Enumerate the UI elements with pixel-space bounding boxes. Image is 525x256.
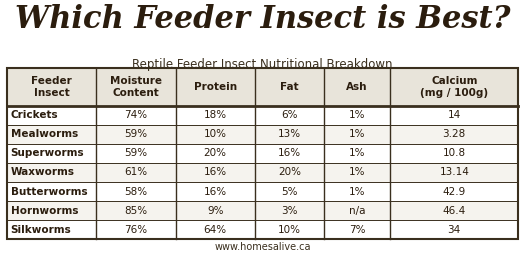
Text: 20%: 20% bbox=[278, 167, 301, 177]
Text: 3%: 3% bbox=[281, 206, 298, 216]
Text: 1%: 1% bbox=[349, 187, 365, 197]
Text: 9%: 9% bbox=[207, 206, 224, 216]
Bar bbox=[7, 220, 518, 239]
Text: Superworms: Superworms bbox=[10, 148, 84, 158]
Text: 18%: 18% bbox=[204, 110, 227, 120]
Text: 76%: 76% bbox=[124, 225, 148, 235]
Text: 34: 34 bbox=[448, 225, 461, 235]
Text: Reptile Feeder Insect Nutritional Breakdown: Reptile Feeder Insect Nutritional Breakd… bbox=[132, 58, 393, 71]
Text: n/a: n/a bbox=[349, 206, 365, 216]
Text: 16%: 16% bbox=[204, 167, 227, 177]
Text: 1%: 1% bbox=[349, 110, 365, 120]
Bar bbox=[7, 182, 518, 201]
Bar bbox=[7, 68, 518, 239]
Text: Which Feeder Insect is Best?: Which Feeder Insect is Best? bbox=[15, 4, 510, 35]
Text: 16%: 16% bbox=[278, 148, 301, 158]
Text: 10%: 10% bbox=[204, 129, 227, 139]
Text: Butterworms: Butterworms bbox=[10, 187, 87, 197]
Text: 10%: 10% bbox=[278, 225, 301, 235]
Text: 1%: 1% bbox=[349, 167, 365, 177]
Text: Hornworms: Hornworms bbox=[10, 206, 78, 216]
Text: Mealworms: Mealworms bbox=[10, 129, 78, 139]
Text: Silkworms: Silkworms bbox=[10, 225, 71, 235]
Bar bbox=[7, 144, 518, 163]
Text: 13.14: 13.14 bbox=[439, 167, 469, 177]
Text: 7%: 7% bbox=[349, 225, 365, 235]
Bar bbox=[7, 163, 518, 182]
Text: 59%: 59% bbox=[124, 129, 148, 139]
Text: 61%: 61% bbox=[124, 167, 148, 177]
Text: Feeder
Insect: Feeder Insect bbox=[31, 76, 72, 98]
Text: 85%: 85% bbox=[124, 206, 148, 216]
Text: 1%: 1% bbox=[349, 148, 365, 158]
Text: Crickets: Crickets bbox=[10, 110, 58, 120]
Text: 1%: 1% bbox=[349, 129, 365, 139]
Bar bbox=[7, 125, 518, 144]
Text: Moisture
Content: Moisture Content bbox=[110, 76, 162, 98]
Text: Protein: Protein bbox=[194, 82, 237, 92]
Bar bbox=[7, 105, 518, 125]
Text: 46.4: 46.4 bbox=[443, 206, 466, 216]
Text: www.homesalive.ca: www.homesalive.ca bbox=[214, 242, 311, 252]
Text: 42.9: 42.9 bbox=[443, 187, 466, 197]
Text: Fat: Fat bbox=[280, 82, 299, 92]
Bar bbox=[7, 201, 518, 220]
Text: 13%: 13% bbox=[278, 129, 301, 139]
Text: 10.8: 10.8 bbox=[443, 148, 466, 158]
Text: 6%: 6% bbox=[281, 110, 298, 120]
Text: 16%: 16% bbox=[204, 187, 227, 197]
Text: 14: 14 bbox=[448, 110, 461, 120]
Text: 64%: 64% bbox=[204, 225, 227, 235]
Text: 58%: 58% bbox=[124, 187, 148, 197]
Text: 20%: 20% bbox=[204, 148, 227, 158]
Text: 74%: 74% bbox=[124, 110, 148, 120]
Text: Calcium
(mg / 100g): Calcium (mg / 100g) bbox=[420, 76, 488, 98]
Text: 5%: 5% bbox=[281, 187, 298, 197]
Bar bbox=[7, 68, 518, 105]
Text: 3.28: 3.28 bbox=[443, 129, 466, 139]
Text: Ash: Ash bbox=[346, 82, 368, 92]
Text: Waxworms: Waxworms bbox=[10, 167, 75, 177]
Text: 59%: 59% bbox=[124, 148, 148, 158]
